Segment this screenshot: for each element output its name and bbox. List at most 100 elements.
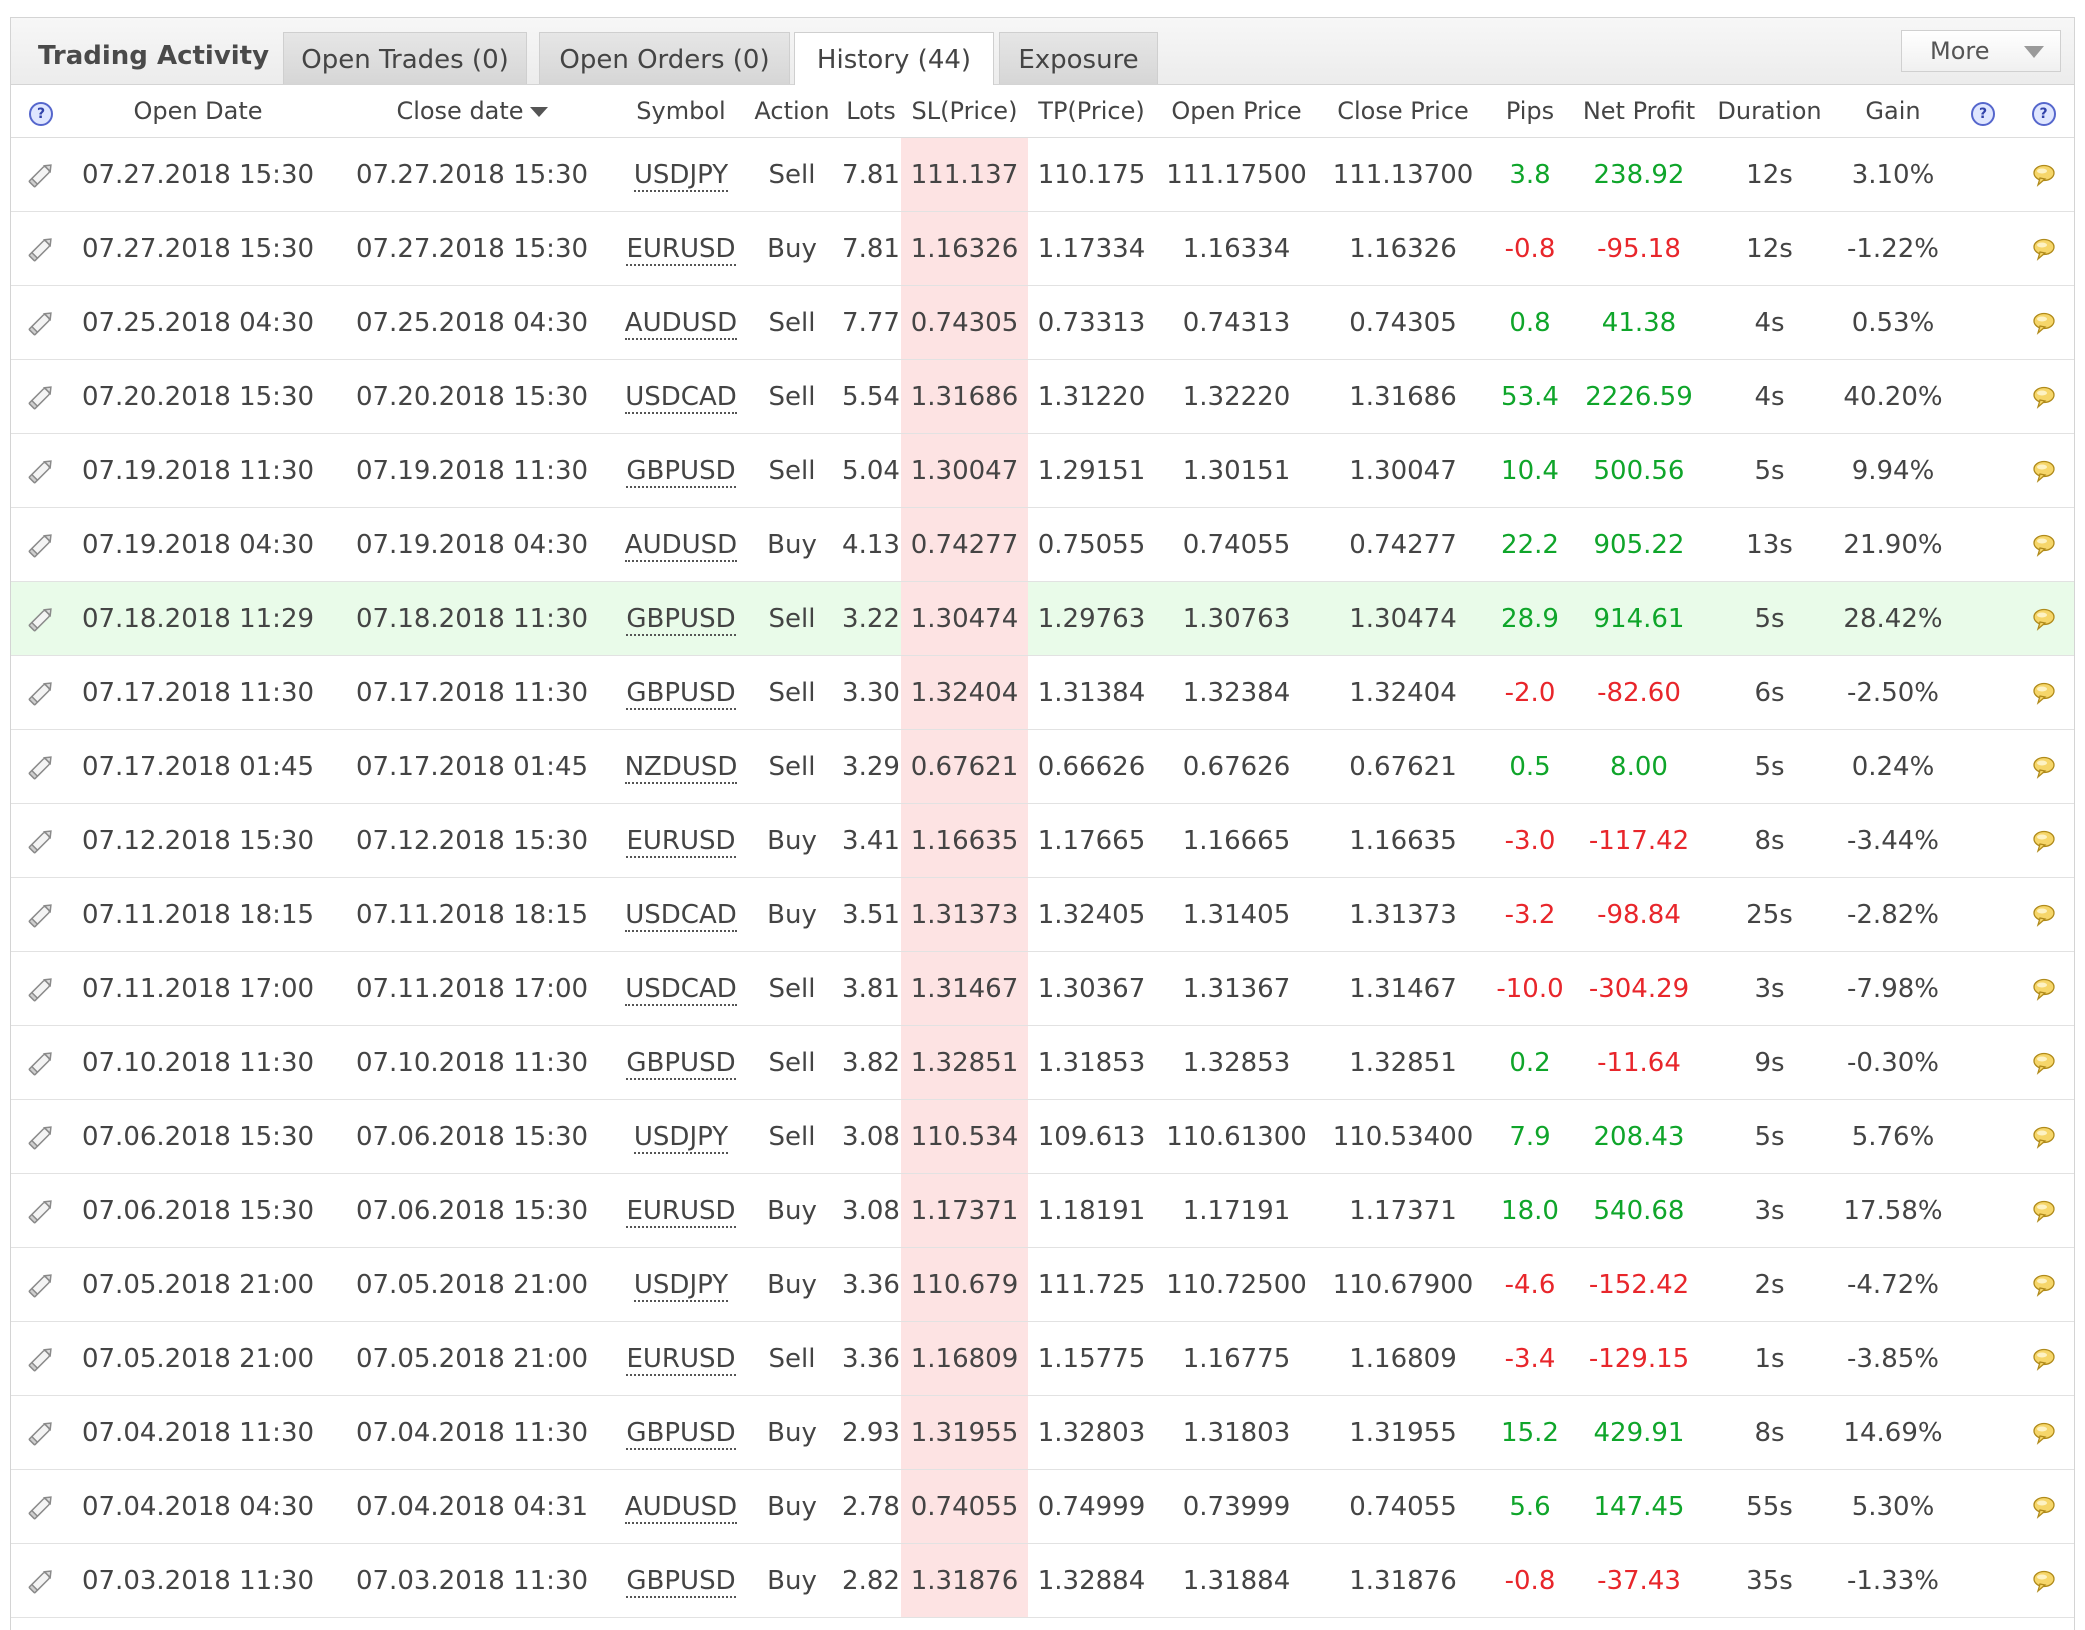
pencil-icon[interactable]	[26, 1122, 56, 1152]
close-price-cell: 1.16809	[1318, 1321, 1488, 1396]
duration-cell: 35s	[1706, 1543, 1833, 1618]
col-gain[interactable]: Gain	[1833, 85, 1953, 138]
symbol-link[interactable]: USDJPY	[633, 159, 729, 192]
pencil-icon[interactable]	[26, 382, 56, 412]
symbol-link[interactable]: USDCAD	[625, 973, 737, 1006]
pencil-icon[interactable]	[26, 752, 56, 782]
symbol-link[interactable]: USDJPY	[633, 1121, 729, 1154]
speech-bubble-icon[interactable]	[2032, 385, 2056, 409]
pencil-icon[interactable]	[26, 974, 56, 1004]
speech-bubble-icon[interactable]	[2032, 1569, 2056, 1593]
pencil-icon[interactable]	[26, 160, 56, 190]
pencil-icon[interactable]	[26, 530, 56, 560]
symbol-link[interactable]: GBPUSD	[626, 1417, 736, 1450]
pencil-icon[interactable]	[26, 456, 56, 486]
symbol-link[interactable]: GBPUSD	[626, 1565, 736, 1598]
symbol-cell: USDCAD	[619, 877, 743, 952]
pencil-icon[interactable]	[26, 1566, 56, 1596]
tab-exposure[interactable]: Exposure	[999, 32, 1158, 84]
speech-bubble-icon[interactable]	[2032, 681, 2056, 705]
edit-cell	[11, 1099, 71, 1174]
speech-bubble-icon[interactable]	[2032, 1051, 2056, 1075]
pips-cell: 15.2	[1488, 1395, 1572, 1470]
speech-bubble-icon[interactable]	[2032, 1495, 2056, 1519]
close-date-cell: 07.25.2018 04:30	[325, 285, 619, 360]
symbol-link[interactable]: USDJPY	[633, 1269, 729, 1302]
question-circle-icon[interactable]: ?	[1971, 102, 1995, 126]
speech-bubble-icon[interactable]	[2032, 533, 2056, 557]
speech-bubble-icon[interactable]	[2032, 459, 2056, 483]
speech-bubble-icon[interactable]	[2032, 1125, 2056, 1149]
symbol-link[interactable]: GBPUSD	[626, 455, 736, 488]
speech-bubble-icon[interactable]	[2032, 1421, 2056, 1445]
speech-bubble-icon[interactable]	[2032, 1199, 2056, 1223]
open-price-cell: 1.16775	[1155, 1321, 1318, 1396]
pencil-icon[interactable]	[26, 1492, 56, 1522]
pencil-icon[interactable]	[26, 1418, 56, 1448]
speech-bubble-icon[interactable]	[2032, 607, 2056, 631]
pencil-icon[interactable]	[26, 1344, 56, 1374]
col-close-price[interactable]: Close Price	[1318, 85, 1488, 138]
tab-open-orders[interactable]: Open Orders (0)	[539, 32, 790, 84]
edit-cell	[11, 951, 71, 1026]
pencil-icon[interactable]	[26, 678, 56, 708]
symbol-cell: USDJPY	[619, 1099, 743, 1174]
tab-open-trades[interactable]: Open Trades (0)	[283, 32, 527, 84]
speech-bubble-icon[interactable]	[2032, 755, 2056, 779]
empty-cell	[1953, 137, 2013, 212]
speech-bubble-icon[interactable]	[2032, 1347, 2056, 1371]
col-action[interactable]: Action	[743, 85, 841, 138]
symbol-link[interactable]: EURUSD	[626, 1195, 736, 1228]
col-symbol[interactable]: Symbol	[619, 85, 743, 138]
symbol-link[interactable]: AUDUSD	[624, 307, 738, 340]
gain-cell: -7.98%	[1833, 951, 1953, 1026]
speech-bubble-icon[interactable]	[2032, 311, 2056, 335]
tab-history[interactable]: History (44)	[794, 32, 994, 85]
col-tp-price[interactable]: TP(Price)	[1028, 85, 1155, 138]
question-circle-icon[interactable]: ?	[2031, 102, 2056, 126]
sl-price-cell: 1.16326	[901, 211, 1028, 286]
pencil-icon[interactable]	[26, 308, 56, 338]
symbol-link[interactable]: AUDUSD	[624, 529, 738, 562]
speech-bubble-icon[interactable]	[2032, 237, 2056, 261]
col-duration[interactable]: Duration	[1706, 85, 1833, 138]
speech-bubble-icon[interactable]	[2032, 163, 2056, 187]
speech-bubble-icon[interactable]	[2032, 977, 2056, 1001]
pencil-icon[interactable]	[26, 234, 56, 264]
pencil-icon[interactable]	[26, 1270, 56, 1300]
question-circle-icon[interactable]: ?	[29, 102, 53, 126]
col-close-date[interactable]: Close date	[325, 85, 619, 138]
empty-cell	[1953, 507, 2013, 582]
help-header-cell: ?	[11, 85, 71, 138]
speech-bubble-icon[interactable]	[2032, 1273, 2056, 1297]
pencil-icon[interactable]	[26, 1048, 56, 1078]
col-open-date[interactable]: Open Date	[71, 85, 325, 138]
symbol-link[interactable]: GBPUSD	[626, 677, 736, 710]
symbol-link[interactable]: NZDUSD	[624, 751, 738, 784]
speech-bubble-icon[interactable]	[2032, 829, 2056, 853]
action-cell: Sell	[743, 655, 841, 730]
action-cell: Sell	[743, 581, 841, 656]
speech-bubble-icon[interactable]	[2032, 903, 2056, 927]
net-profit-cell: -11.64	[1572, 1025, 1706, 1100]
pencil-icon[interactable]	[26, 826, 56, 856]
pencil-icon[interactable]	[26, 604, 56, 634]
symbol-link[interactable]: GBPUSD	[626, 603, 736, 636]
open-date-cell: 07.03.2018 11:30	[71, 1543, 325, 1618]
symbol-link[interactable]: AUDUSD	[624, 1491, 738, 1524]
pencil-icon[interactable]	[26, 1196, 56, 1226]
col-open-price[interactable]: Open Price	[1155, 85, 1318, 138]
more-dropdown-button[interactable]: More	[1901, 30, 2061, 72]
symbol-link[interactable]: EURUSD	[626, 825, 736, 858]
close-date-cell: 07.06.2018 15:30	[325, 1173, 619, 1248]
symbol-link[interactable]: GBPUSD	[626, 1047, 736, 1080]
symbol-link[interactable]: USDCAD	[625, 899, 737, 932]
pencil-icon[interactable]	[26, 900, 56, 930]
col-pips[interactable]: Pips	[1488, 85, 1572, 138]
col-net-profit[interactable]: Net Profit	[1572, 85, 1706, 138]
symbol-link[interactable]: EURUSD	[626, 1343, 736, 1376]
col-lots[interactable]: Lots	[841, 85, 901, 138]
symbol-link[interactable]: USDCAD	[625, 381, 737, 414]
col-sl-price[interactable]: SL(Price)	[901, 85, 1028, 138]
symbol-link[interactable]: EURUSD	[626, 233, 736, 266]
